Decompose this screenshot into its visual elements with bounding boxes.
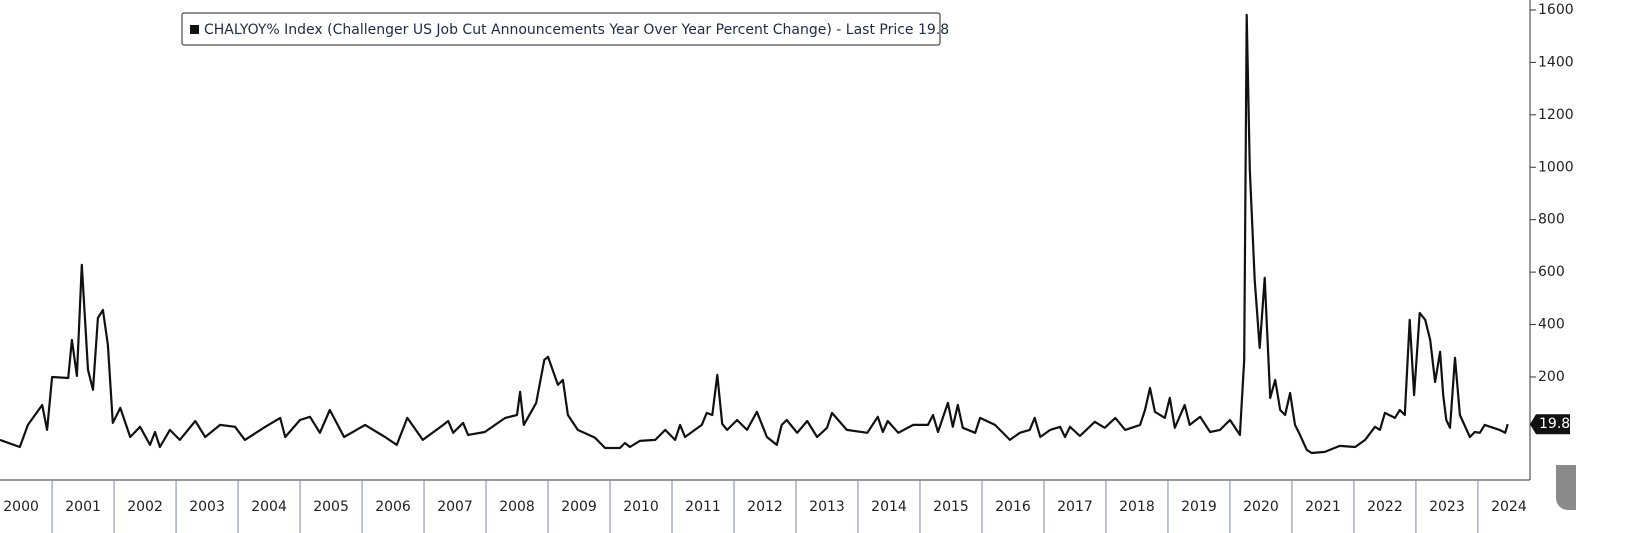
x-tick-label: 2016: [995, 499, 1031, 515]
x-tick-label: 2003: [189, 499, 225, 515]
x-tick-label: 2009: [561, 499, 597, 515]
x-tick-label: 2013: [809, 499, 845, 515]
x-tick-label: 2018: [1119, 499, 1155, 515]
line-series: [0, 13, 1509, 455]
x-tick-label: 2008: [499, 499, 535, 515]
legend-box: [181, 12, 941, 46]
x-tick-label: 2006: [375, 499, 411, 515]
x-tick-label: 2004: [251, 499, 287, 515]
legend-swatch: [190, 25, 199, 34]
x-tick-label: 2017: [1057, 499, 1093, 515]
y-tick-label: 1400: [1538, 54, 1574, 70]
x-tick-label: 2020: [1243, 499, 1279, 515]
y-tick-label: 200: [1538, 369, 1565, 385]
x-tick-label: 2015: [933, 499, 969, 515]
x-tick-label: 2021: [1305, 499, 1341, 515]
x-tick-label: 2024: [1491, 499, 1527, 515]
y-tick-label: 600: [1538, 264, 1565, 280]
x-tick-label: 2014: [871, 499, 907, 515]
x-tick-label: 2005: [313, 499, 349, 515]
x-tick-label: 2012: [747, 499, 783, 515]
last-price-label: 19.8: [1539, 416, 1570, 432]
x-tick-label: 2019: [1181, 499, 1217, 515]
last-price-box: [1530, 414, 1570, 435]
x-tick-label: 2023: [1429, 499, 1465, 515]
y-tick-label: 400: [1538, 317, 1565, 333]
x-tick-label: 2022: [1367, 499, 1403, 515]
y-tick-label: 1000: [1538, 159, 1574, 175]
legend-text: CHALYOY% Index (Challenger US Job Cut An…: [204, 22, 949, 38]
x-tick-label: 2000: [3, 499, 39, 515]
x-tick-label: 2001: [65, 499, 101, 515]
x-tick-label: 2010: [623, 499, 659, 515]
y-tick-label: 800: [1538, 212, 1565, 228]
y-tick-label: 1200: [1538, 107, 1574, 123]
x-tick-label: 2007: [437, 499, 473, 515]
y-tick-label: 1600: [1538, 2, 1574, 18]
x-tick-label: 2002: [127, 499, 163, 515]
corner-icon: [1556, 465, 1576, 510]
x-tick-label: 2011: [685, 499, 721, 515]
